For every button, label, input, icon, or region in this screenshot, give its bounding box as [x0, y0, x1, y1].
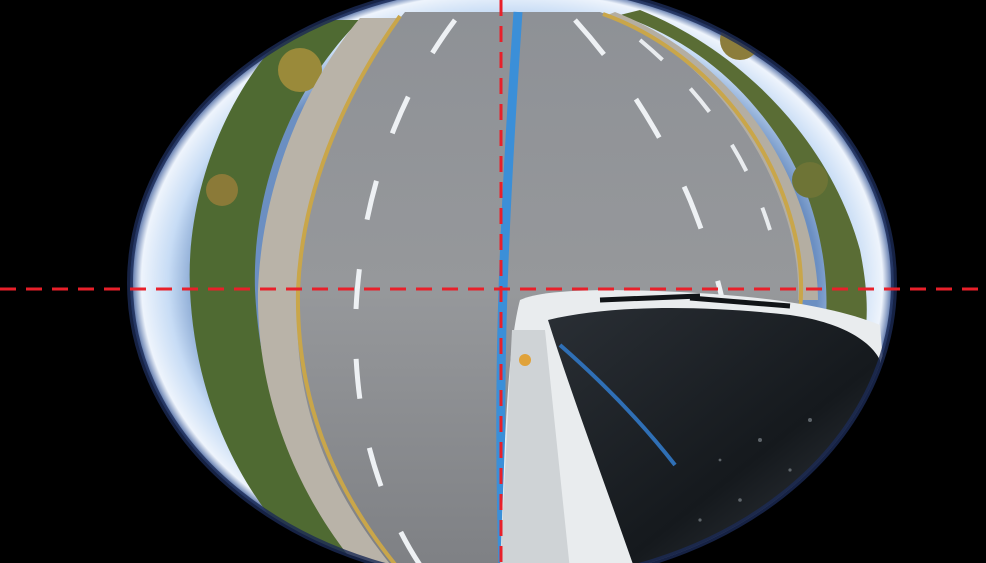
lane-marking-right	[573, 18, 731, 331]
sidewalk-left	[257, 18, 400, 563]
windshield-reflection	[558, 343, 677, 467]
lane-marking-far-right	[638, 38, 772, 231]
bus-side-panel	[500, 330, 570, 563]
foliage-patch	[278, 48, 322, 92]
bus-wiper	[599, 293, 701, 303]
lane-marking-left	[352, 18, 458, 563]
bus-wiper	[689, 295, 791, 309]
bus-marker-light	[519, 354, 531, 366]
vegetation-left	[189, 20, 380, 563]
foliage-patch	[206, 174, 238, 206]
lens-edge	[127, 0, 897, 563]
fisheye-lens-area	[130, 0, 894, 563]
curb-line-right	[602, 12, 804, 311]
foliage-patch	[792, 162, 828, 198]
